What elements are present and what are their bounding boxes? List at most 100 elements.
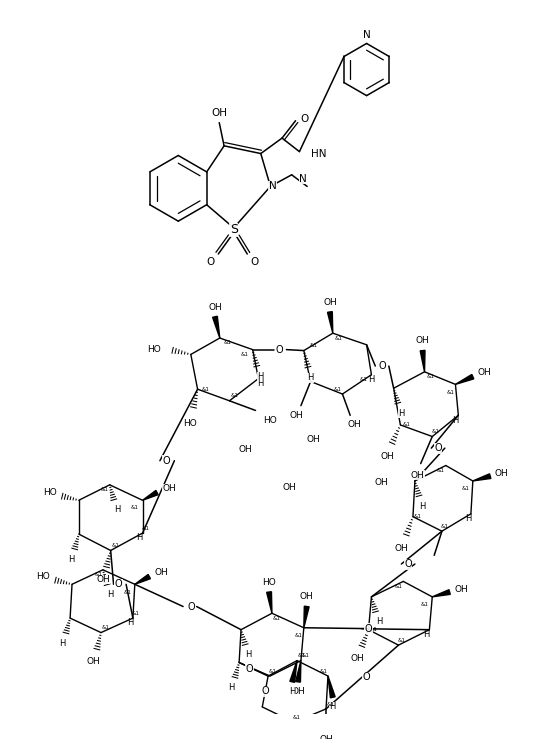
Text: &1: &1	[201, 386, 209, 392]
Text: O: O	[163, 456, 170, 466]
Polygon shape	[213, 316, 220, 338]
Text: OH: OH	[478, 368, 491, 378]
Text: &1: &1	[302, 653, 309, 658]
Text: H: H	[114, 505, 121, 514]
Text: N: N	[362, 30, 371, 40]
Text: H: H	[419, 502, 426, 511]
Text: O: O	[115, 579, 122, 589]
Text: &1: &1	[431, 429, 439, 435]
Text: OH: OH	[380, 452, 394, 461]
Text: &1: &1	[398, 638, 405, 643]
Text: H: H	[368, 375, 374, 384]
Text: OH: OH	[163, 484, 176, 493]
Polygon shape	[267, 592, 272, 613]
Text: &1: &1	[394, 584, 403, 589]
Text: HO: HO	[263, 415, 277, 425]
Text: OH: OH	[495, 469, 509, 477]
Text: H: H	[423, 630, 430, 639]
Text: H: H	[59, 638, 65, 647]
Text: H: H	[127, 619, 133, 627]
Text: O: O	[261, 687, 269, 696]
Polygon shape	[142, 491, 158, 500]
Text: &1: &1	[426, 374, 434, 379]
Text: OH: OH	[282, 483, 296, 492]
Text: OH: OH	[239, 445, 253, 454]
Text: N: N	[268, 181, 276, 191]
Polygon shape	[295, 661, 301, 682]
Text: H: H	[228, 683, 235, 692]
Text: OH: OH	[415, 336, 430, 345]
Polygon shape	[135, 574, 150, 585]
Text: &1: &1	[269, 669, 277, 674]
Text: OH: OH	[394, 544, 408, 553]
Text: O: O	[378, 361, 386, 371]
Text: O: O	[276, 344, 283, 355]
Text: HO: HO	[262, 578, 276, 587]
Text: OH: OH	[374, 478, 388, 488]
Polygon shape	[432, 590, 450, 597]
Text: N: N	[299, 174, 307, 184]
Text: &1: &1	[94, 572, 102, 577]
Polygon shape	[290, 661, 297, 682]
Text: &1: &1	[447, 389, 454, 395]
Text: OH: OH	[155, 568, 169, 577]
Text: &1: &1	[360, 377, 368, 382]
Polygon shape	[420, 350, 425, 372]
Text: H: H	[68, 555, 74, 564]
Text: &1: &1	[293, 715, 301, 720]
Text: OH: OH	[347, 420, 361, 429]
Text: HO: HO	[183, 418, 197, 427]
Text: OH: OH	[454, 585, 468, 593]
Text: OH: OH	[323, 298, 337, 307]
Text: &1: &1	[131, 505, 138, 511]
Text: OH: OH	[411, 471, 425, 480]
Text: H: H	[329, 703, 336, 712]
Text: &1: &1	[123, 590, 131, 594]
Text: O: O	[365, 624, 372, 634]
Text: HO: HO	[36, 572, 50, 581]
Text: O: O	[207, 256, 215, 267]
Text: &1: &1	[142, 525, 149, 531]
Text: H: H	[307, 373, 314, 382]
Polygon shape	[473, 474, 491, 481]
Text: &1: &1	[327, 701, 335, 706]
Text: HO: HO	[147, 345, 161, 354]
Text: O: O	[404, 559, 412, 569]
Text: H: H	[398, 409, 405, 418]
Text: &1: &1	[111, 543, 120, 548]
Text: H: H	[246, 650, 252, 659]
Text: &1: &1	[335, 336, 342, 341]
Text: H: H	[108, 590, 114, 599]
Text: O: O	[246, 664, 254, 674]
Text: &1: &1	[102, 625, 110, 630]
Text: OH: OH	[319, 735, 333, 739]
Text: H: H	[136, 534, 143, 542]
Text: H: H	[257, 372, 263, 381]
Text: O: O	[187, 602, 195, 611]
Text: OH: OH	[291, 687, 305, 696]
Polygon shape	[327, 312, 333, 333]
Text: &1: &1	[230, 393, 238, 398]
Text: &1: &1	[273, 616, 281, 621]
Text: HN: HN	[311, 149, 327, 159]
Text: O: O	[434, 443, 442, 453]
Text: O: O	[363, 672, 371, 682]
Text: O: O	[251, 256, 259, 267]
Text: S: S	[230, 223, 237, 236]
Text: OH: OH	[289, 411, 303, 420]
Text: &1: &1	[414, 514, 422, 520]
Text: HO: HO	[43, 488, 57, 497]
Text: &1: &1	[461, 486, 469, 491]
Text: OH: OH	[96, 575, 110, 584]
Text: &1: &1	[241, 352, 249, 357]
Text: &1: &1	[223, 341, 232, 345]
Text: OH: OH	[87, 657, 100, 666]
Text: &1: &1	[101, 487, 109, 492]
Text: O: O	[300, 114, 308, 124]
Polygon shape	[328, 676, 335, 698]
Text: OH: OH	[350, 654, 364, 663]
Text: OH: OH	[208, 302, 222, 312]
Text: &1: &1	[334, 386, 341, 392]
Text: H: H	[376, 618, 382, 627]
Text: H: H	[257, 379, 263, 388]
